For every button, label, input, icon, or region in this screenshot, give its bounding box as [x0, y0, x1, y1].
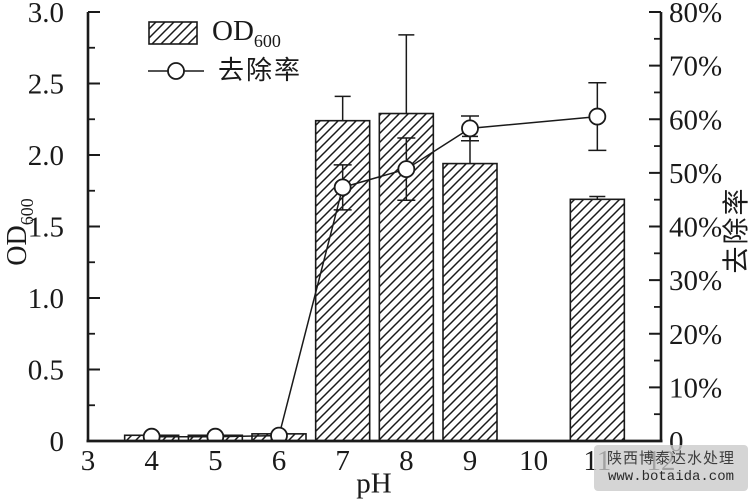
bar-ph-11: [569, 198, 626, 442]
x-axis-tick-label: 9: [463, 445, 478, 477]
removal-point-ph-4: [142, 427, 161, 441]
legend-hatched-swatch-icon: [148, 21, 198, 45]
x-axis-tick-label: 5: [208, 445, 223, 477]
watermark: 陕西博泰达水处理 www.botaida.com: [594, 445, 748, 491]
right-axis-tick-label: 20%: [669, 319, 722, 351]
x-axis-tick-label: 10: [519, 445, 548, 477]
x-axis-tick-label: 8: [399, 445, 414, 477]
removal-line: [151, 115, 598, 438]
x-axis-title: pH: [356, 467, 392, 500]
legend-item-removal: 去除率: [148, 56, 302, 86]
x-axis-tick-label: 4: [144, 445, 159, 477]
right-axis-tick-label: 80%: [669, 0, 722, 29]
x-axis-tick-label: 6: [272, 445, 287, 477]
left-axis-tick-label: 2.0: [28, 140, 64, 172]
right-axis-tick-label: 30%: [669, 265, 722, 297]
removal-series: [142, 82, 607, 441]
watermark-company: 陕西博泰达水处理: [606, 450, 735, 467]
left-axis-title: OD600: [2, 198, 38, 265]
left-axis-tick-label: 0: [50, 426, 65, 458]
right-axis-tick-label: 40%: [669, 212, 722, 244]
left-axis-title-text: OD: [2, 225, 34, 266]
legend-line-circle-swatch-icon: [148, 62, 204, 80]
bar-ph-9: [442, 162, 498, 442]
left-axis-tick-label: 3.0: [28, 0, 64, 29]
legend-item-od600: OD600: [148, 14, 302, 51]
left-axis-title-subscript: 600: [16, 198, 37, 226]
x-axis-tick-label: 3: [81, 445, 96, 477]
removal-point-ph-9: [461, 119, 479, 138]
removal-point-ph-5: [206, 427, 225, 441]
removal-point-ph-8: [397, 160, 416, 179]
legend-label-removal: 去除率: [218, 56, 303, 85]
left-axis-tick-label: 2.5: [28, 69, 64, 101]
removal-point-ph-7: [333, 178, 352, 197]
left-axis-tick-label: 1.5: [28, 212, 64, 244]
left-axis-tick-label: 1.0: [28, 283, 64, 315]
removal-point-ph-6: [270, 426, 288, 441]
right-axis-tick-label: 70%: [669, 51, 722, 83]
x-axis-tick-label: 7: [335, 445, 350, 477]
legend: OD600 去除率: [148, 14, 302, 86]
removal-point-ph-11: [588, 107, 607, 126]
legend-label-od600: OD600: [212, 14, 281, 51]
right-axis-tick-label: 50%: [669, 158, 722, 190]
watermark-url: www.botaida.com: [607, 468, 735, 485]
left-axis-tick-label: 0.5: [28, 355, 64, 387]
right-axis-tick-label: 10%: [669, 372, 722, 404]
right-axis-tick-label: 60%: [669, 104, 722, 136]
right-axis-title: 去除率: [721, 186, 750, 274]
